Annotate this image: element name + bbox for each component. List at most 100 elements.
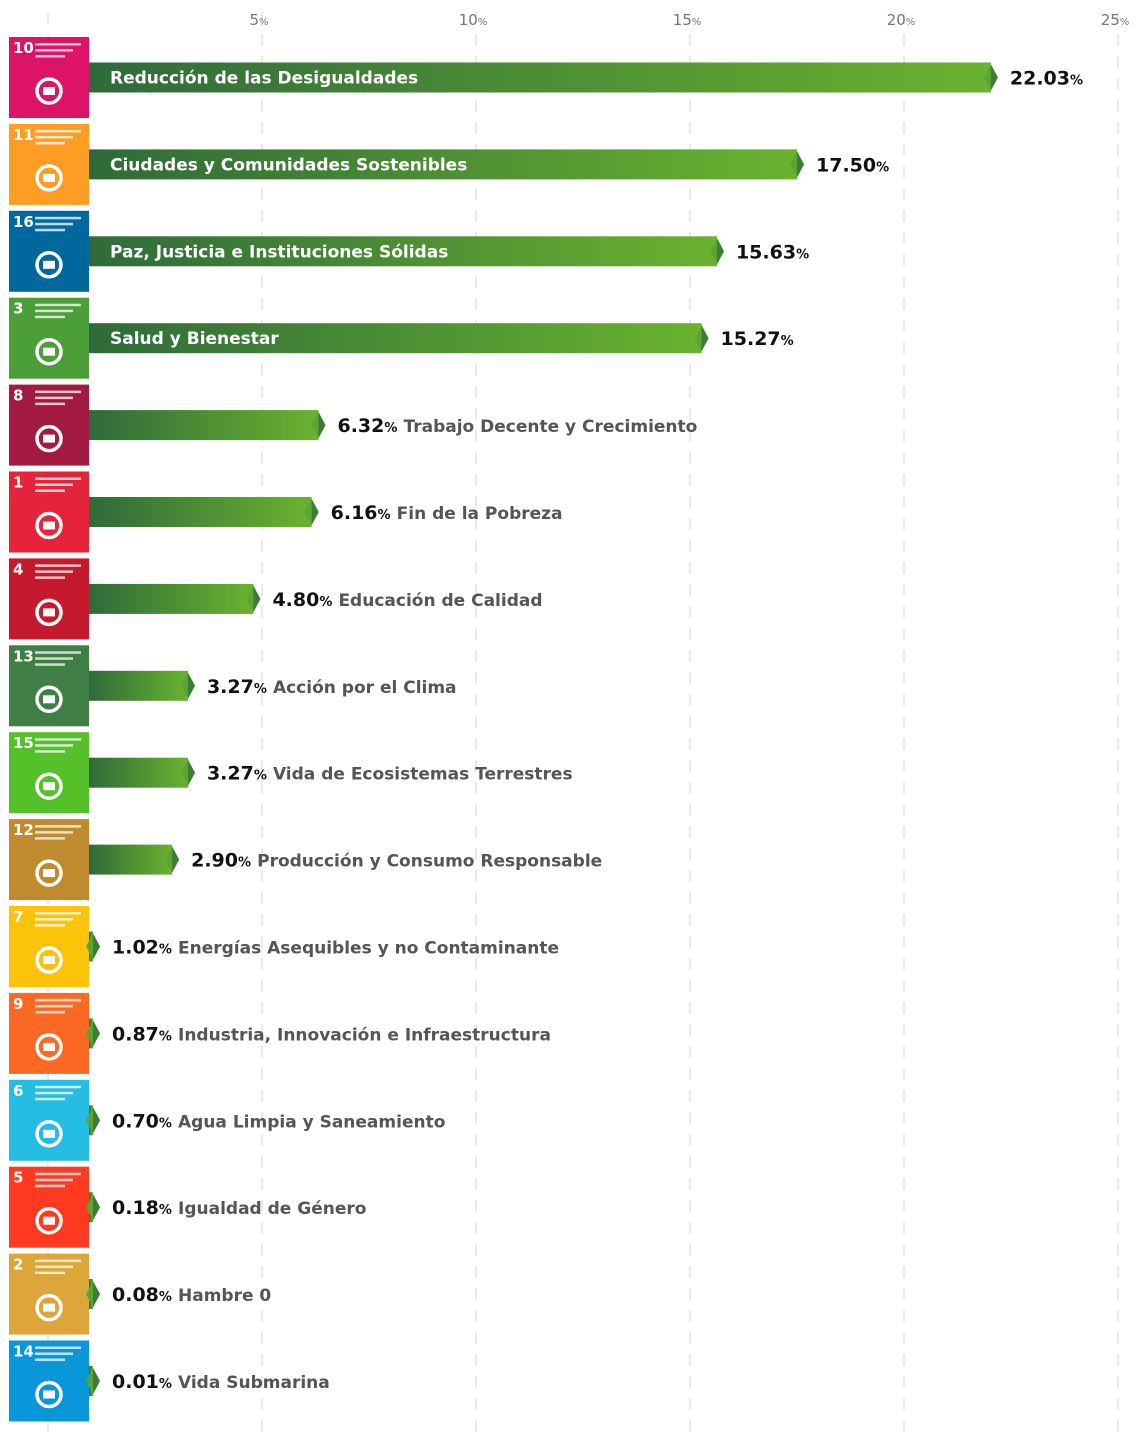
value-label: 2.90% [191, 850, 251, 872]
bar-row: 14 0.01% Vida Submarina [9, 1340, 330, 1422]
bar-row: 11 Ciudades y Comunidades Sostenibles 17.5… [9, 123, 889, 205]
value-label: 3.27% [207, 763, 267, 785]
sdg-pictogram-core [43, 521, 55, 530]
sdg-pictogram [35, 1120, 63, 1148]
sdg-pictogram-core [43, 1216, 55, 1225]
sdg-number: 7 [13, 908, 23, 926]
sdg-caption-line [35, 738, 81, 741]
sdg-number: 3 [13, 300, 23, 318]
bar [89, 410, 319, 441]
sdg-caption-line [35, 1259, 81, 1263]
sdg-caption-line [35, 1097, 65, 1101]
sdg-caption-line [35, 1358, 65, 1361]
category-label: Salud y Bienestar [110, 329, 279, 349]
x-axis-ticks: 5% 10% 15% 20% 25% [249, 11, 1129, 29]
category-label: Acción por el Clima [273, 678, 457, 698]
bar-end-cap-shade [701, 325, 709, 352]
sdg-pictogram [35, 1206, 63, 1235]
sdg-number: 14 [13, 1343, 34, 1361]
category-label: Ciudades y Comunidades Sostenibles [110, 155, 467, 175]
sdg-caption-line [35, 315, 65, 319]
bar [89, 757, 188, 788]
bar-end-cap-shade [311, 499, 319, 525]
sdg-caption-line [35, 303, 81, 307]
sdg-number: 16 [13, 213, 34, 231]
sdg-pictogram [35, 1380, 63, 1409]
sdg-caption-line [35, 402, 65, 406]
sdg-pictogram [35, 772, 63, 800]
sdg-pictogram-core [43, 434, 55, 443]
sdg-caption-line [35, 483, 73, 486]
bar-end-cap-shade [172, 846, 180, 873]
sdg-pictogram [35, 337, 63, 366]
sdg-caption-line [35, 1271, 65, 1275]
sdg-pictogram [35, 1033, 63, 1061]
gender-equality-icon: 5 [9, 1166, 89, 1248]
value-label: 0.08% [112, 1284, 172, 1306]
bar-row: 5 0.18% Igualdad de Género [9, 1166, 366, 1248]
sdg-caption-line [35, 750, 65, 753]
bar-end-cap-shade [187, 759, 195, 786]
sdg-pictogram-core [43, 260, 55, 269]
value-label: 15.27% [721, 328, 794, 350]
sdg-pictogram-core [43, 1303, 55, 1312]
category-label: Fin de la Pobreza [397, 504, 563, 524]
sdg-caption-line [35, 1265, 73, 1269]
sdg-pictogram-core [43, 1390, 55, 1399]
sdg-number: 2 [13, 1256, 23, 1274]
sdg-pictogram [35, 77, 63, 105]
sustainable-cities-icon: 11 [9, 123, 89, 205]
sdg-caption-line [35, 1346, 81, 1349]
responsible-consumption-icon: 12 [9, 819, 89, 901]
sdg-caption-line [35, 825, 81, 828]
sdg-pictogram-core [43, 1042, 55, 1051]
bar [89, 497, 312, 527]
bar-end-cap-shade [93, 1020, 100, 1047]
category-label: Igualdad de Género [178, 1199, 366, 1219]
category-label: Educación de Calidad [338, 591, 542, 611]
bar-end-cap-shade [253, 585, 261, 612]
category-label: Reducción de las Desigualdades [110, 69, 418, 89]
sdg-pictogram-core [43, 869, 55, 878]
sdg-caption-line [35, 576, 65, 579]
sdg-caption-line [35, 49, 73, 52]
sdg-pictogram [35, 946, 63, 974]
climate-action-icon: 13 [9, 645, 89, 727]
sdg-caption-line [35, 651, 81, 654]
sdg-caption-line [35, 657, 73, 660]
category-label: Energías Asequibles y no Contaminante [178, 939, 559, 959]
value-label: 3.27% [207, 676, 267, 698]
bar-end-cap-shade [797, 151, 804, 178]
industry-innovation-icon: 9 [9, 992, 89, 1074]
sdg-pictogram [35, 251, 63, 279]
bar-row: 8 6.32% Trabajo Decente y Crecimiento [9, 384, 697, 466]
sdg-caption-line [35, 744, 73, 747]
sdg-caption-line [35, 570, 73, 573]
bar-end-cap-shade [93, 1281, 100, 1308]
sdg-pictogram [35, 859, 63, 887]
clean-energy-icon: 7 [9, 906, 89, 987]
sdg-caption-line [35, 1172, 81, 1176]
category-label: Producción y Consumo Responsable [257, 852, 602, 872]
sdg-pictogram-core [43, 87, 55, 95]
good-health-icon: 3 [9, 297, 89, 379]
value-label: 17.50% [816, 154, 889, 176]
bar-row: 9 0.87% Industria, Innovación e Infraestru… [9, 992, 551, 1074]
sdg-caption-line [35, 564, 81, 567]
sdg-pictogram-core [43, 608, 55, 617]
sdg-caption-line [35, 141, 65, 145]
bar [89, 323, 702, 354]
sdg-caption-line [35, 831, 73, 834]
bar-end-cap-shade [93, 933, 100, 960]
sdg-caption-line [35, 912, 81, 915]
bar [89, 62, 991, 93]
value-label: 1.02% [112, 937, 172, 959]
bar-end-cap-shade [318, 412, 326, 439]
sdg-number: 8 [13, 387, 23, 405]
sdg-caption-line [35, 228, 65, 232]
value-label: 0.70% [112, 1110, 172, 1132]
bar-end-cap-shade [93, 1107, 100, 1134]
sdg-caption-line [35, 396, 73, 400]
